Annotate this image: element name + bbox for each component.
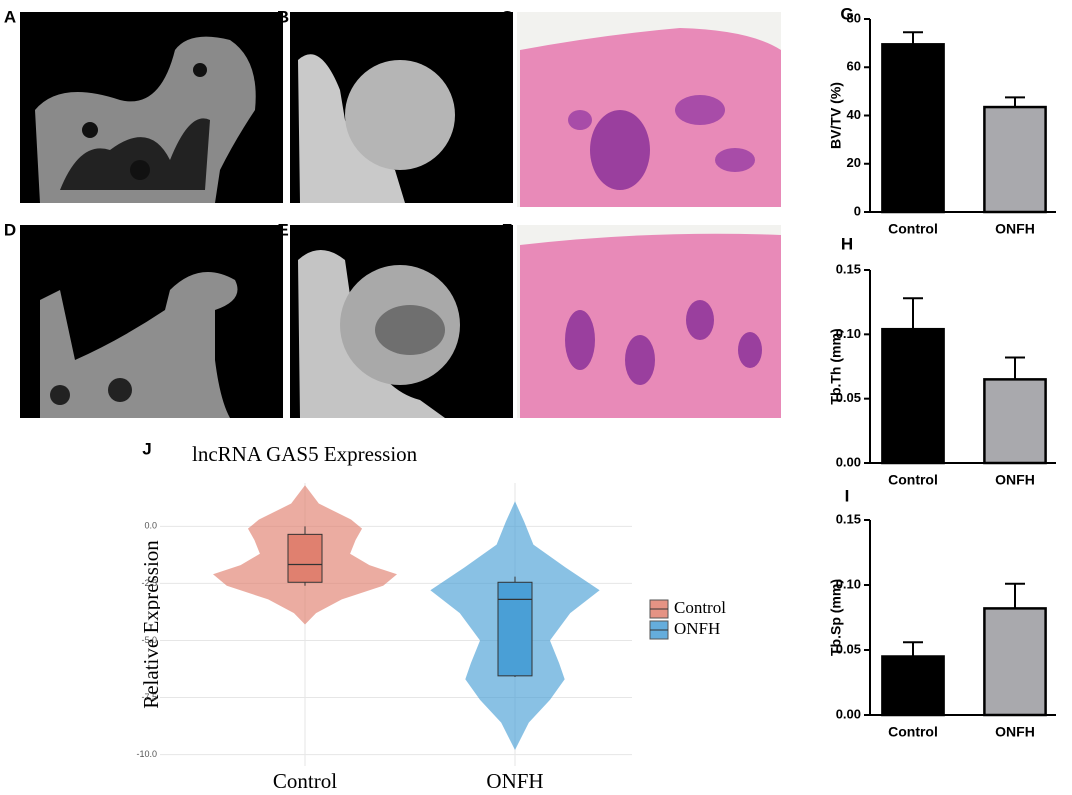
x-tick-label: Control — [888, 724, 938, 740]
panel-label: C — [501, 7, 513, 26]
y-tick-label: 0.10 — [836, 326, 861, 341]
y-tick-label: 0.10 — [836, 576, 861, 591]
y-tick-label: 0.05 — [836, 641, 861, 656]
x-tick-label: Control — [888, 472, 938, 488]
micro-ct-a — [20, 12, 283, 204]
y-axis-label: Relative Expression — [139, 540, 163, 709]
violin-half — [213, 485, 305, 625]
x-tick-label: ONFH — [995, 724, 1035, 740]
bar-chart: I Tb.Sp (mm) 0.00 0.05 0.10 0.15 Control ONFH — [828, 486, 1056, 740]
charts: G BV/TV (%) 0 20 40 60 80 Control ONFH H Tb.Th (mm… — [136, 4, 1056, 793]
y-tick-label: -2.5 — [141, 578, 157, 588]
y-tick-label: 0.0 — [144, 521, 157, 531]
x-tick-label: Control — [273, 769, 337, 793]
legend-label: Control — [674, 598, 726, 617]
panel-label: B — [277, 7, 289, 26]
violin-half — [430, 501, 515, 751]
y-tick-label: 0.15 — [836, 261, 861, 276]
y-tick-label: 0.05 — [836, 390, 861, 405]
panel-label: A — [4, 7, 16, 26]
bar — [881, 655, 945, 717]
x-tick-label: ONFH — [995, 221, 1035, 237]
y-tick-label: 20 — [847, 155, 861, 170]
y-tick-label: -10.0 — [136, 749, 157, 759]
panel-label: D — [4, 220, 16, 239]
y-tick-label: 0.00 — [836, 454, 861, 469]
panel-label: H — [841, 234, 853, 253]
micro-ct-e — [290, 225, 513, 418]
y-tick-label: 0.00 — [836, 706, 861, 721]
panel-label: J — [142, 439, 151, 458]
x-tick-label: ONFH — [486, 769, 543, 793]
histology-f — [517, 225, 781, 418]
panel-label: G — [840, 4, 853, 23]
y-axis-label: Tb.Sp (mm) — [828, 579, 844, 656]
y-tick-label: 80 — [847, 10, 861, 25]
bar — [881, 327, 945, 465]
micro-ct-d — [20, 225, 283, 418]
y-tick-label: 40 — [847, 107, 861, 122]
y-tick-label: 60 — [847, 59, 861, 74]
box — [497, 581, 533, 677]
x-tick-label: ONFH — [995, 472, 1035, 488]
y-tick-label: -5.0 — [141, 635, 157, 645]
panel-label: E — [277, 220, 288, 239]
chart-title: lncRNA GAS5 Expression — [192, 442, 418, 466]
y-tick-label: -7.5 — [141, 692, 157, 702]
violin-half — [305, 485, 397, 625]
box — [287, 533, 323, 583]
bar — [983, 607, 1047, 717]
violin-half — [515, 501, 600, 751]
bar-chart: G BV/TV (%) 0 20 40 60 80 Control ONFH — [828, 4, 1056, 237]
micro-ct-b — [290, 12, 513, 204]
panel-label: F — [502, 220, 512, 239]
bar — [983, 378, 1047, 465]
x-tick-label: Control — [888, 221, 938, 237]
bar-chart: H Tb.Th (mm) 0.00 0.05 0.10 0.15 Control ONFH — [828, 234, 1056, 488]
legend-label: ONFH — [674, 619, 720, 638]
y-axis-label: Tb.Th (mm) — [828, 328, 844, 404]
panel-label: I — [845, 486, 850, 505]
panel-labels: A B C D E F — [4, 7, 513, 239]
y-tick-label: 0 — [854, 203, 861, 218]
histology-c — [517, 12, 781, 207]
bar — [881, 43, 945, 214]
y-axis-label: BV/TV (%) — [828, 82, 844, 149]
y-tick-label: 0.15 — [836, 511, 861, 526]
bar — [983, 105, 1047, 214]
